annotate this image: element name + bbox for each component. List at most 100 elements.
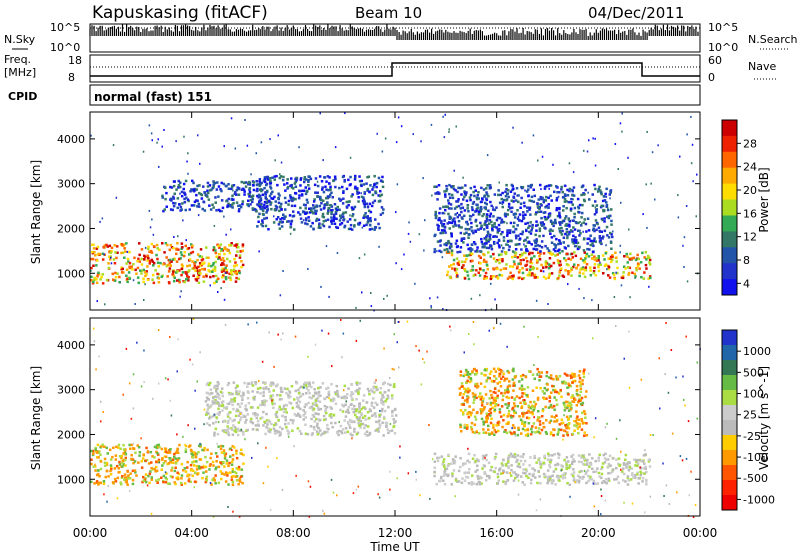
data-cell (370, 292, 372, 294)
data-cell (299, 178, 302, 181)
data-cell (183, 135, 185, 138)
data-cell (603, 220, 606, 223)
data-cell (585, 252, 589, 256)
data-cell (467, 247, 470, 251)
data-cell (207, 412, 210, 415)
data-cell (448, 245, 452, 248)
data-cell (559, 263, 562, 266)
data-cell (298, 386, 302, 389)
data-cell (316, 184, 320, 188)
data-cell (280, 397, 283, 401)
data-cell (442, 308, 444, 310)
data-cell (316, 396, 320, 399)
data-cell (95, 264, 98, 267)
data-cell (579, 232, 582, 235)
data-cell (173, 258, 176, 261)
data-cell (438, 207, 442, 210)
data-cell (524, 472, 527, 475)
data-cell (146, 259, 149, 262)
data-cell (96, 443, 100, 447)
data-cell (113, 262, 117, 265)
data-cell (185, 272, 188, 275)
data-cell (469, 259, 473, 263)
data-cell (124, 453, 128, 456)
data-cell (549, 475, 552, 479)
data-cell (235, 479, 239, 482)
data-cell (217, 402, 220, 405)
data-cell (578, 422, 581, 426)
data-cell (535, 267, 539, 270)
data-cell (334, 178, 337, 181)
data-cell (502, 198, 505, 202)
data-cell (516, 265, 519, 268)
data-cell (638, 267, 641, 270)
data-cell (457, 198, 460, 201)
data-cell (488, 222, 491, 225)
data-cell (521, 271, 525, 275)
data-cell (302, 414, 305, 417)
data-cell (197, 134, 199, 137)
data-cell (324, 408, 327, 411)
data-cell (279, 205, 282, 208)
data-cell (598, 475, 601, 478)
data-cell (516, 224, 519, 227)
data-cell (316, 180, 319, 183)
data-cell (602, 235, 605, 238)
data-cell (542, 198, 546, 202)
data-cell (207, 191, 210, 195)
data-cell (370, 227, 374, 231)
data-cell (567, 263, 570, 267)
data-cell (272, 424, 276, 427)
data-cell (558, 248, 561, 251)
data-cell (314, 401, 318, 404)
data-cell (156, 445, 160, 449)
data-cell (467, 390, 470, 393)
data-cell (605, 201, 608, 204)
data-cell (292, 210, 295, 213)
y-tick-label: 4000 (57, 133, 85, 146)
data-cell (474, 250, 477, 253)
data-cell (574, 221, 578, 224)
data-cell (206, 403, 209, 407)
data-cell (198, 264, 202, 268)
data-cell (434, 210, 437, 214)
data-cell (494, 370, 498, 373)
data-cell (489, 275, 493, 278)
data-cell (610, 219, 613, 223)
data-cell (184, 470, 188, 473)
data-cell (615, 478, 618, 481)
data-cell (493, 457, 497, 461)
data-cell (423, 249, 425, 252)
data-cell (533, 194, 536, 198)
data-cell (196, 205, 199, 208)
data-cell (110, 262, 113, 265)
data-cell (480, 401, 484, 404)
data-cell (341, 213, 345, 216)
data-cell (110, 246, 114, 250)
data-cell (486, 154, 489, 157)
data-cell (433, 474, 436, 478)
data-cell (109, 464, 113, 467)
data-cell (531, 272, 534, 275)
data-cell (609, 190, 612, 193)
data-cell (621, 130, 623, 133)
data-cell (314, 177, 318, 180)
data-cell (103, 457, 107, 461)
data-cell (634, 476, 637, 480)
data-cell (637, 477, 640, 480)
data-cell (489, 411, 493, 415)
data-cell (462, 198, 465, 201)
data-cell (222, 259, 226, 263)
data-cell (282, 213, 285, 216)
data-cell (196, 184, 199, 188)
data-cell (94, 448, 97, 451)
data-cell (480, 476, 483, 480)
data-cell (567, 232, 571, 236)
data-cell (195, 199, 198, 202)
data-cell (610, 260, 613, 264)
data-cell (343, 431, 347, 434)
data-cell (324, 418, 327, 421)
data-cell (557, 195, 560, 198)
data-cell (303, 405, 307, 409)
